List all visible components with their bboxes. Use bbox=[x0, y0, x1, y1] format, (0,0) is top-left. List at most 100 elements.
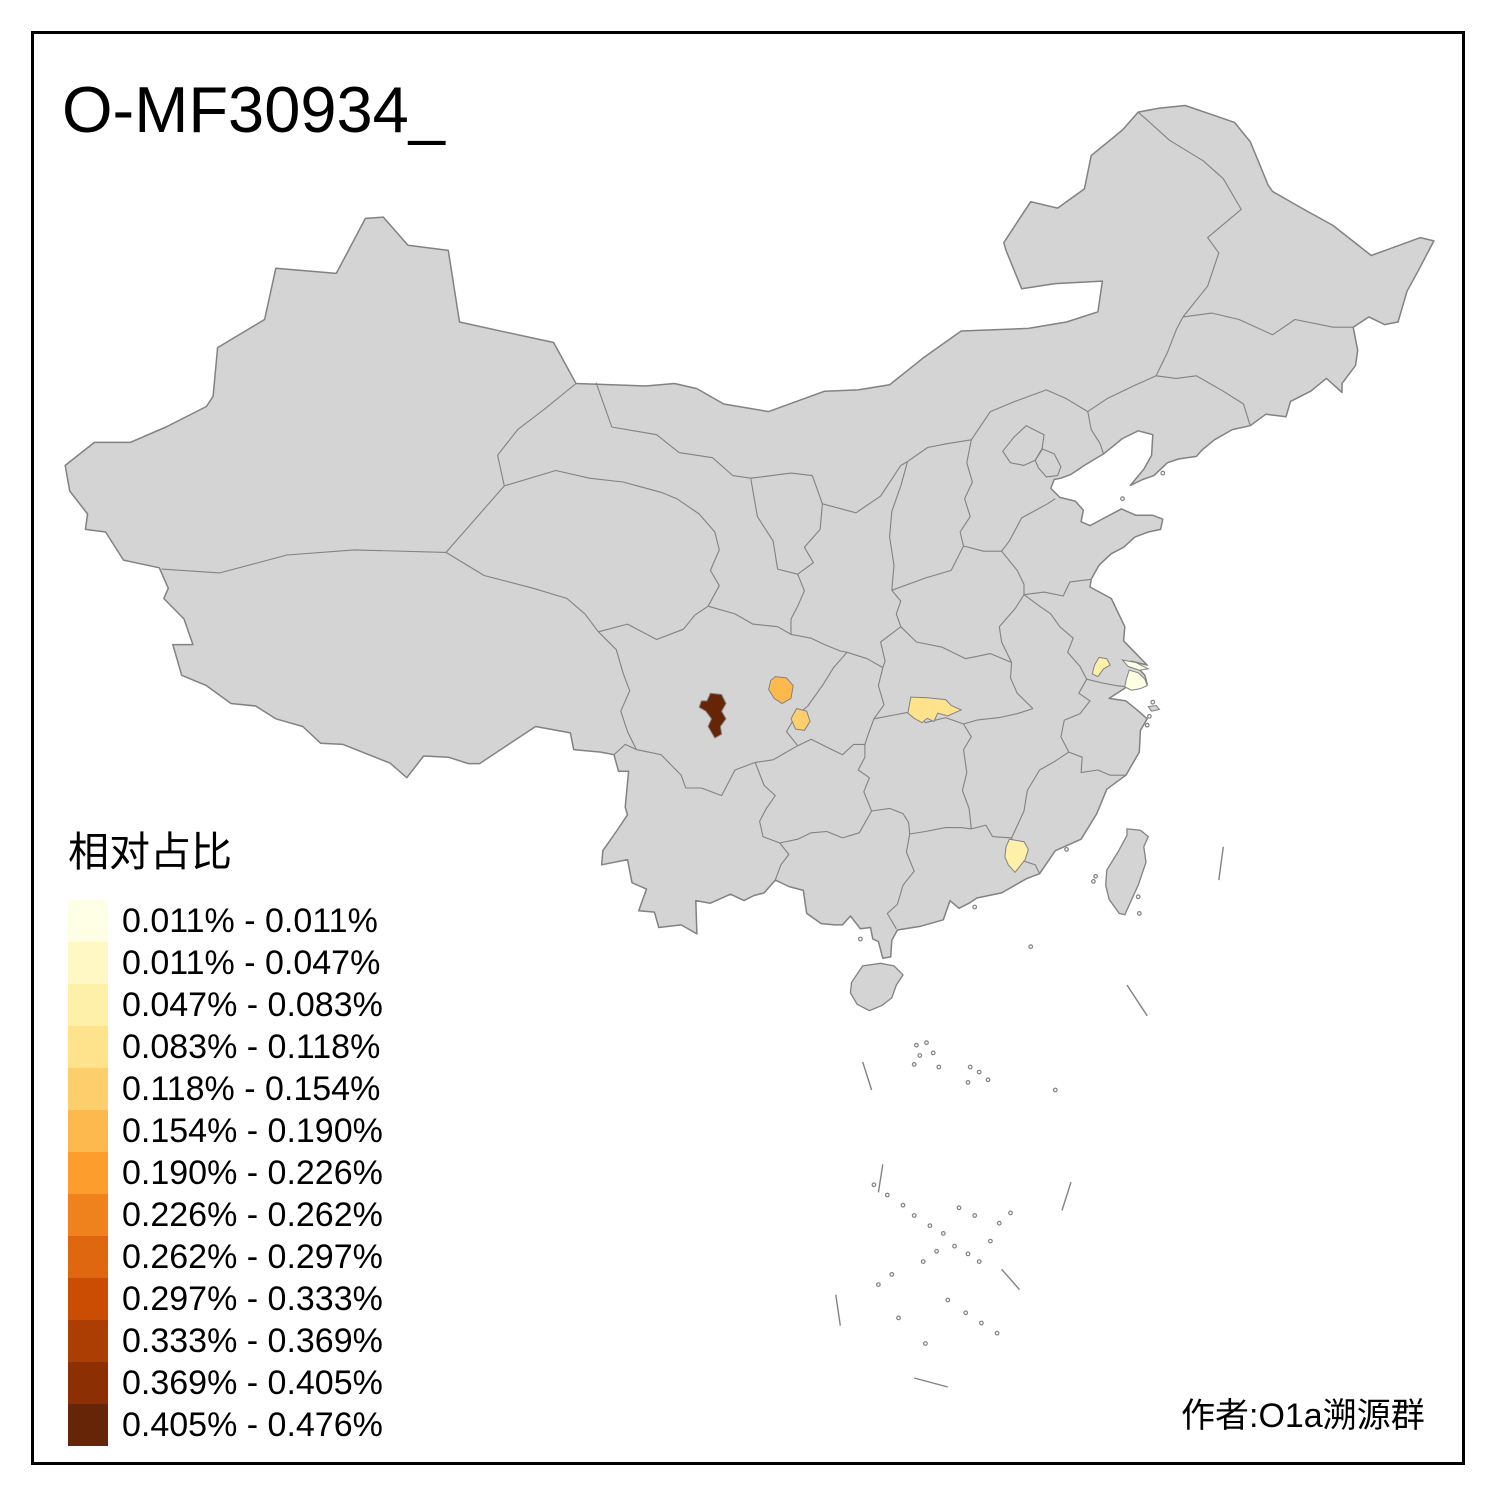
choropleth-region-r6 bbox=[1124, 669, 1148, 691]
province-border bbox=[497, 383, 577, 487]
legend-swatch bbox=[68, 984, 108, 1026]
small-island-dot bbox=[979, 1320, 984, 1326]
province-border bbox=[774, 842, 790, 881]
legend-items: 0.011% - 0.011% 0.011% - 0.047% 0.047% - 0… bbox=[68, 900, 383, 1446]
legend-swatch bbox=[68, 1026, 108, 1068]
nine-dash-line-segment bbox=[835, 1294, 841, 1326]
province-border bbox=[790, 573, 805, 635]
legend-swatch bbox=[68, 1236, 108, 1278]
province-border bbox=[161, 549, 447, 574]
province-border bbox=[1034, 448, 1062, 478]
small-island-dot bbox=[985, 1077, 991, 1083]
small-island-dot bbox=[911, 1061, 917, 1067]
province-border bbox=[907, 439, 972, 463]
small-island-dot bbox=[965, 1251, 971, 1257]
legend-label: 0.369% - 0.405% bbox=[122, 1364, 383, 1402]
province-border bbox=[1002, 425, 1045, 466]
small-island-dot bbox=[934, 1248, 939, 1254]
small-island-dot bbox=[1135, 894, 1141, 900]
province-borders bbox=[161, 111, 1354, 930]
legend-label: 0.011% - 0.047% bbox=[122, 944, 381, 982]
sea-features bbox=[835, 470, 1224, 1388]
province-border bbox=[1001, 498, 1056, 552]
nine-dash-line-segment bbox=[1126, 984, 1148, 1017]
province-border bbox=[1068, 751, 1126, 776]
small-island-dot bbox=[972, 1213, 978, 1218]
legend-title: 相对占比 bbox=[68, 829, 232, 875]
province-border bbox=[1086, 678, 1128, 688]
province-border bbox=[1087, 375, 1157, 413]
legend-swatch bbox=[68, 942, 108, 984]
small-island-dot bbox=[1064, 847, 1069, 852]
small-island-dot bbox=[930, 1050, 936, 1056]
province-border bbox=[880, 626, 902, 668]
small-island-dot bbox=[1028, 944, 1034, 950]
small-island-dot bbox=[1008, 1210, 1013, 1216]
choropleth-region-r7 bbox=[1004, 838, 1029, 874]
province-border bbox=[1155, 316, 1184, 377]
province-border bbox=[1064, 678, 1091, 721]
small-island-dot bbox=[923, 1341, 928, 1346]
small-island-dot bbox=[917, 1053, 923, 1058]
small-island-dot bbox=[876, 1282, 881, 1287]
province-border bbox=[971, 824, 1012, 839]
small-island-dot bbox=[1144, 722, 1150, 728]
province-border bbox=[750, 472, 823, 575]
legend-item: 0.405% - 0.476% bbox=[68, 1404, 383, 1446]
province-border bbox=[998, 594, 1025, 663]
legend-swatch bbox=[68, 1068, 108, 1110]
choropleth-region-r4 bbox=[907, 696, 963, 724]
small-island-dot bbox=[1120, 496, 1125, 502]
legend-item: 0.333% - 0.369% bbox=[68, 1320, 383, 1362]
province-border bbox=[595, 382, 751, 479]
province-border bbox=[900, 626, 1012, 664]
small-island-dot bbox=[965, 1079, 971, 1085]
legend-swatch bbox=[68, 1110, 108, 1152]
small-island-dot bbox=[1160, 470, 1166, 476]
legend-label: 0.226% - 0.262% bbox=[122, 1196, 383, 1234]
small-island-dot bbox=[972, 904, 978, 910]
legend-label: 0.190% - 0.226% bbox=[122, 1154, 383, 1192]
province-border bbox=[1023, 594, 1088, 680]
small-island-dot bbox=[927, 1223, 933, 1229]
small-island-dot bbox=[1093, 873, 1098, 879]
small-island-dot bbox=[900, 1202, 906, 1208]
small-island-dot bbox=[1150, 699, 1156, 705]
highlighted-regions bbox=[698, 656, 1150, 874]
province-border bbox=[1011, 751, 1070, 839]
small-island-dot bbox=[1146, 713, 1152, 719]
legend-swatch bbox=[68, 900, 108, 942]
attribution-text: 作者:O1a溯源群 bbox=[1181, 1397, 1425, 1435]
choropleth-region-r1 bbox=[698, 692, 727, 739]
small-island-dot bbox=[976, 1069, 982, 1075]
small-island-dot bbox=[952, 1243, 957, 1249]
figure-title: O-MF30934_ bbox=[62, 73, 445, 146]
province-border bbox=[504, 469, 720, 607]
hainan-island bbox=[849, 962, 904, 1012]
legend-item: 0.226% - 0.262% bbox=[68, 1194, 383, 1236]
small-island-dot bbox=[896, 1315, 901, 1321]
legend-item: 0.297% - 0.333% bbox=[68, 1278, 383, 1320]
small-island-dot bbox=[1136, 911, 1142, 916]
small-island-dot bbox=[924, 1040, 929, 1046]
small-island-dot bbox=[994, 1330, 1000, 1336]
nine-dash-line-segment bbox=[1061, 1181, 1072, 1211]
province-border bbox=[797, 738, 865, 756]
province-border bbox=[1182, 312, 1354, 336]
legend-item: 0.369% - 0.405% bbox=[68, 1362, 383, 1404]
small-island-dot bbox=[996, 1220, 1002, 1226]
province-border bbox=[857, 744, 873, 812]
legend-label: 0.118% - 0.154% bbox=[122, 1070, 381, 1108]
legend-swatch bbox=[68, 1362, 108, 1404]
small-island-dot bbox=[1090, 879, 1096, 884]
province-border bbox=[970, 389, 1089, 441]
small-island-dot bbox=[920, 1259, 926, 1264]
province-border bbox=[889, 461, 909, 591]
province-border bbox=[779, 810, 873, 844]
nine-dash-line-segment bbox=[1001, 1268, 1021, 1291]
province-border bbox=[613, 743, 637, 756]
province-border bbox=[598, 605, 709, 641]
small-island-dot bbox=[936, 1064, 942, 1070]
legend-item: 0.011% - 0.047% bbox=[68, 942, 383, 984]
province-border bbox=[822, 461, 908, 514]
